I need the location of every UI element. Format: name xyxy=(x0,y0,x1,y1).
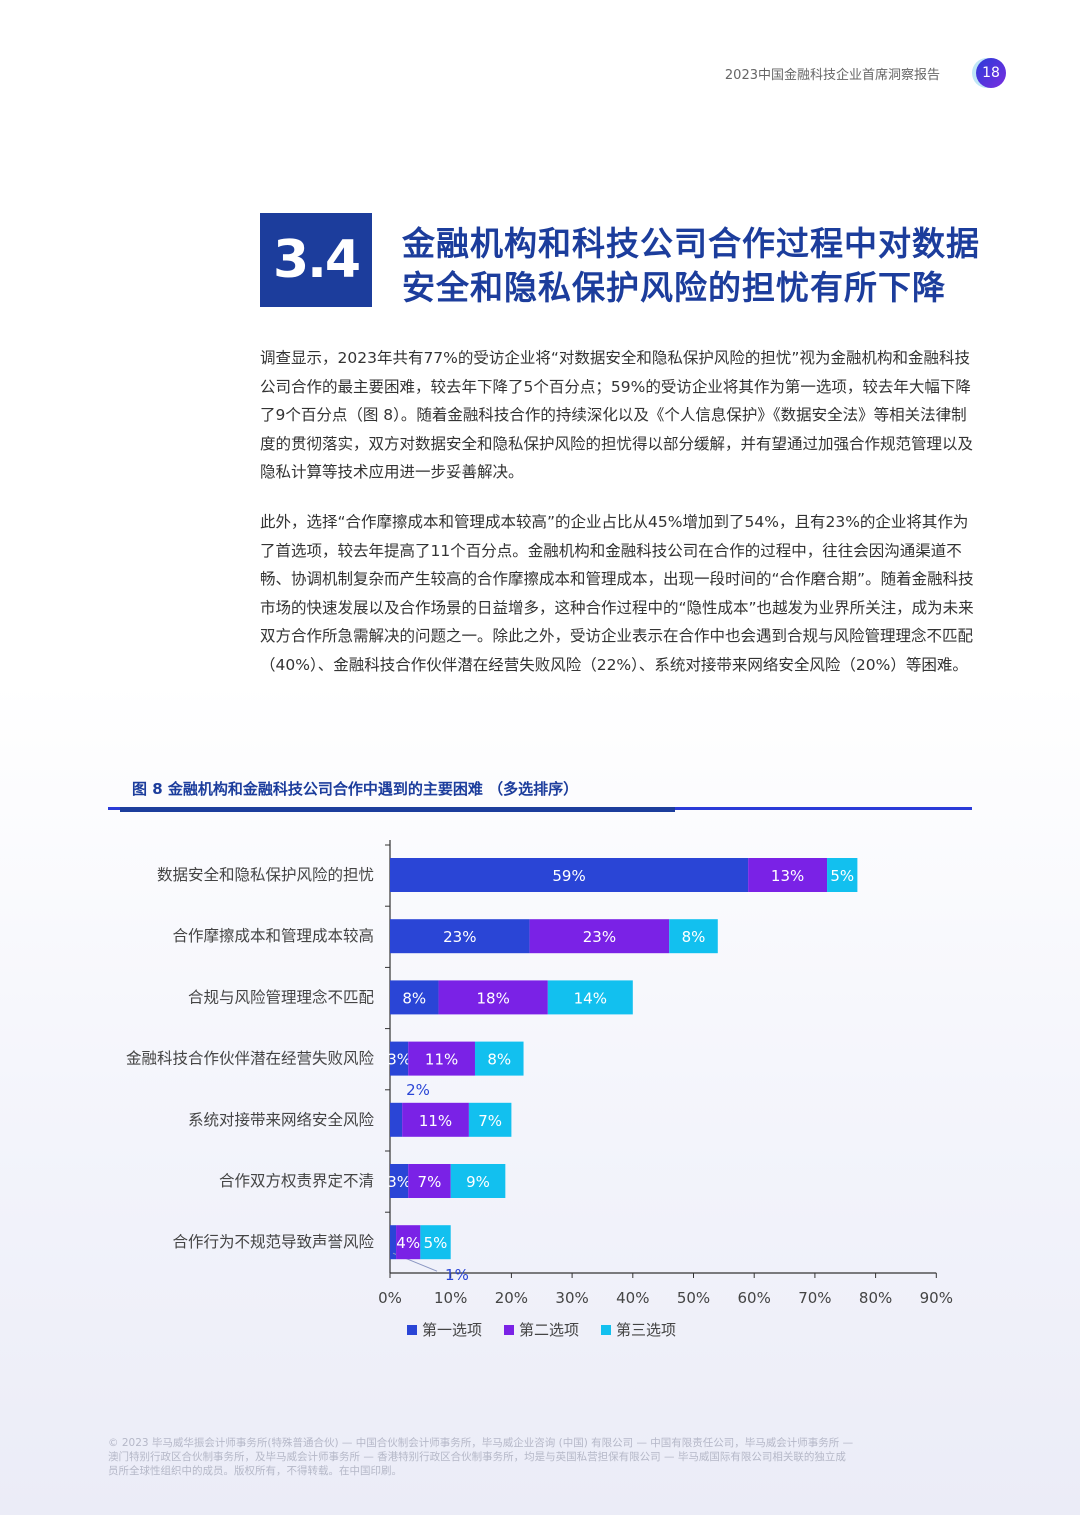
bar-segment xyxy=(390,919,530,954)
page-number: 18 xyxy=(976,58,1006,88)
category-label: 系统对接带来网络安全风险 xyxy=(188,1111,375,1129)
bar-segment xyxy=(390,1225,397,1260)
bar-segment xyxy=(529,919,670,954)
x-tick-label: 10% xyxy=(434,1289,467,1307)
data-label: 8% xyxy=(682,928,706,946)
bar-segment xyxy=(827,858,858,892)
category-label: 合作双方权责界定不清 xyxy=(219,1172,374,1190)
x-tick-label: 30% xyxy=(555,1289,588,1307)
data-label: 18% xyxy=(477,989,510,1007)
figure-title: 图 8 金融机构和金融科技公司合作中遇到的主要困难 （多选排序） xyxy=(132,780,579,798)
paragraph-2: 此外，选择“合作摩擦成本和管理成本较高”的企业占比从45%增加到了54%，且有2… xyxy=(260,513,974,674)
data-label: 9% xyxy=(466,1173,490,1191)
bar-segment xyxy=(408,1041,475,1076)
bar-segment xyxy=(450,1164,506,1198)
data-label: 14% xyxy=(574,989,607,1007)
legend-label: 第三选项 xyxy=(616,1321,676,1339)
legend-swatch xyxy=(407,1325,417,1335)
legend-label: 第一选项 xyxy=(422,1321,482,1339)
paragraph-1: 调查显示，2023年共有77%的受访企业将“对数据安全和隐私保护风险的担忧”视为… xyxy=(260,349,974,482)
category-label: 合作行为不规范导致声誉风险 xyxy=(172,1233,374,1251)
data-label: 4% xyxy=(396,1234,420,1252)
bar-segment xyxy=(390,1164,409,1198)
legend-swatch xyxy=(504,1325,514,1335)
data-label: 59% xyxy=(552,867,585,885)
category-label: 合作摩擦成本和管理成本较高 xyxy=(172,927,374,945)
data-label: 23% xyxy=(583,928,616,946)
x-tick-label: 60% xyxy=(738,1289,771,1307)
category-label: 数据安全和隐私保护风险的担忧 xyxy=(157,866,374,884)
category-label: 金融科技合作伙伴潜在经营失败风险 xyxy=(126,1050,375,1068)
data-label: 7% xyxy=(478,1112,502,1130)
legend-label: 第二选项 xyxy=(519,1321,579,1339)
bar-segment xyxy=(390,980,439,1015)
stacked-bar-chart: 0% 10% 20% 30% 40% 50% 60% 70% 80% 90% 数据安全和隐私保护风险… xyxy=(126,840,953,1339)
bar-segment xyxy=(474,1041,524,1076)
bar-segment xyxy=(390,1041,409,1076)
data-label: 3% xyxy=(387,1051,411,1069)
x-tick-label: 80% xyxy=(859,1289,892,1307)
x-tick-label: 90% xyxy=(920,1289,953,1307)
data-label: 3% xyxy=(387,1173,411,1191)
data-label: 8% xyxy=(487,1051,511,1069)
bar-segment xyxy=(390,1102,403,1137)
legend-swatch xyxy=(601,1325,611,1335)
data-label: 23% xyxy=(443,928,476,946)
data-label: 1% xyxy=(445,1266,469,1284)
x-tick-label: 0% xyxy=(378,1289,402,1307)
footer-line-2: 澳门特别行政区合伙制事务所，及毕马威会计师事务所 — 香港特别行政区合伙制事务所… xyxy=(108,1451,846,1463)
section-title-line1: 金融机构和科技公司合作过程中对数据 xyxy=(402,224,980,263)
bar-segment xyxy=(396,1225,421,1260)
bar-segment xyxy=(669,919,718,954)
footer-copyright: © 2023 毕马威华振会计师事务所(特殊普通合伙) — 中国合伙制会计师事务所… xyxy=(108,1436,980,1478)
bar-segment xyxy=(438,980,548,1015)
data-label: 11% xyxy=(419,1112,452,1130)
x-tick-label: 70% xyxy=(798,1289,831,1307)
report-title: 2023中国金融科技企业首席洞察报告 xyxy=(724,68,940,83)
bar-segment xyxy=(390,858,749,892)
x-tick-label: 40% xyxy=(616,1289,649,1307)
section-title: 金融机构和科技公司合作过程中对数据 安全和隐私保护风险的担忧有所下降 xyxy=(402,222,1022,310)
footer-line-1: © 2023 毕马威华振会计师事务所(特殊普通合伙) — 中国合伙制会计师事务所… xyxy=(108,1437,854,1449)
data-label: 13% xyxy=(771,867,804,885)
category-label: 合规与风险管理理念不匹配 xyxy=(188,987,374,1006)
bar-segment xyxy=(468,1102,512,1137)
footer-line-3: 员所全球性组织中的成员。版权所有，不得转载。在中国印刷。 xyxy=(108,1465,402,1477)
bar-segment xyxy=(547,980,633,1015)
bar-segment xyxy=(408,1164,451,1198)
data-label: 2% xyxy=(406,1081,430,1099)
bar-segment xyxy=(420,1225,451,1260)
section-title-line2: 安全和隐私保护风险的担忧有所下降 xyxy=(402,268,946,307)
section-number: 3.4 xyxy=(260,213,372,307)
bar-segment xyxy=(748,858,828,892)
data-label: 5% xyxy=(830,867,854,885)
data-label: 5% xyxy=(424,1234,448,1252)
data-label: 11% xyxy=(425,1051,458,1069)
data-label: 8% xyxy=(402,989,426,1007)
bar-segment xyxy=(402,1102,469,1137)
data-label: 7% xyxy=(418,1173,442,1191)
x-tick-label: 50% xyxy=(677,1289,710,1307)
x-tick-label: 20% xyxy=(495,1289,528,1307)
figure-rule-accent xyxy=(120,807,675,812)
